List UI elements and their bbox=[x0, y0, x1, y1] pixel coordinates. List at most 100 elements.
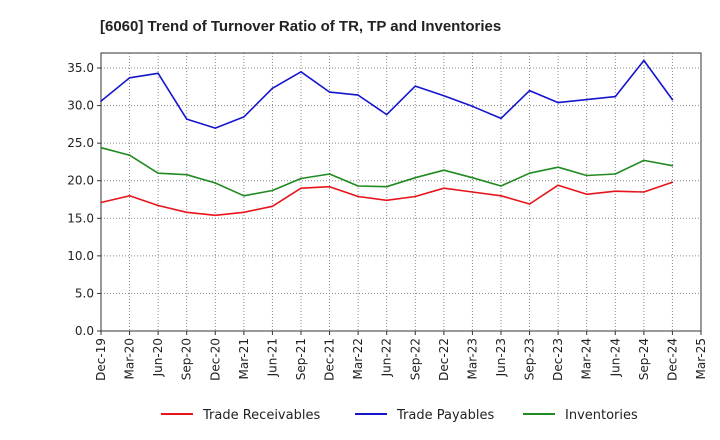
data-point bbox=[357, 185, 359, 187]
y-tick-label: 20.0 bbox=[67, 174, 94, 188]
data-point bbox=[128, 154, 131, 156]
y-tick-label: 10.0 bbox=[67, 249, 94, 263]
x-tick-label: Sep-21 bbox=[294, 338, 308, 380]
x-tick-label: Dec-20 bbox=[208, 338, 222, 381]
x-tick-label: Mar-23 bbox=[465, 338, 479, 379]
data-point bbox=[671, 181, 674, 184]
data-point bbox=[214, 127, 217, 129]
x-tick-label: Sep-23 bbox=[523, 338, 537, 380]
data-point bbox=[614, 173, 617, 175]
data-point bbox=[128, 194, 131, 197]
data-point bbox=[471, 176, 474, 179]
x-tick-label: Mar-25 bbox=[694, 338, 708, 379]
legend-label: Inventories bbox=[565, 408, 638, 423]
data-point bbox=[271, 205, 274, 208]
data-point bbox=[385, 185, 388, 188]
data-point bbox=[328, 185, 331, 188]
y-tick-label: 35.0 bbox=[67, 61, 94, 75]
data-point bbox=[557, 166, 559, 169]
data-point bbox=[528, 203, 531, 205]
data-point bbox=[100, 201, 102, 204]
data-point bbox=[243, 116, 245, 118]
data-point bbox=[671, 98, 674, 101]
data-point bbox=[128, 76, 131, 79]
x-tick-label: Jun-23 bbox=[494, 338, 508, 377]
data-point bbox=[557, 184, 559, 187]
x-tick-label: Jun-21 bbox=[265, 338, 279, 377]
data-point bbox=[300, 70, 302, 73]
data-point bbox=[443, 187, 445, 190]
y-tick-label: 15.0 bbox=[67, 211, 94, 225]
data-point bbox=[585, 193, 588, 196]
data-point bbox=[243, 194, 245, 197]
legend-label: Trade Receivables bbox=[202, 408, 320, 423]
x-tick-label: Mar-20 bbox=[123, 338, 137, 379]
data-point bbox=[414, 195, 417, 198]
data-point bbox=[214, 182, 217, 184]
x-tick-label: Dec-21 bbox=[323, 338, 337, 381]
x-tick-label: Dec-23 bbox=[551, 338, 565, 381]
data-point bbox=[557, 101, 559, 104]
data-point bbox=[500, 117, 502, 120]
data-point bbox=[100, 100, 102, 102]
data-point bbox=[614, 190, 617, 193]
data-point bbox=[671, 164, 674, 167]
x-tick-label: Sep-22 bbox=[408, 338, 422, 380]
gridlines bbox=[100, 53, 702, 332]
data-point bbox=[157, 72, 159, 75]
legend: Trade Receivables Trade Payables Inventori… bbox=[161, 408, 638, 423]
data-point bbox=[443, 169, 445, 172]
data-point bbox=[185, 211, 188, 214]
x-tick-label: Dec-22 bbox=[437, 338, 451, 381]
legend-label: Trade Payables bbox=[396, 408, 494, 423]
y-tick-label: 0.0 bbox=[75, 324, 94, 338]
chart-title: [6060] Trend of Turnover Ratio of TR, TP… bbox=[100, 18, 501, 35]
data-point bbox=[643, 59, 645, 62]
plot-frame bbox=[100, 52, 702, 332]
data-point bbox=[443, 95, 445, 97]
data-point bbox=[243, 211, 245, 214]
data-point bbox=[471, 105, 474, 108]
x-tick-label: Jun-22 bbox=[380, 338, 394, 377]
data-point bbox=[328, 173, 331, 175]
data-point bbox=[157, 172, 159, 175]
x-tick-label: Sep-24 bbox=[637, 338, 651, 380]
series-line-1 bbox=[100, 59, 674, 129]
data-point bbox=[357, 94, 359, 96]
x-tick-label: Jun-20 bbox=[151, 338, 165, 377]
axes bbox=[97, 52, 702, 335]
data-point bbox=[471, 191, 474, 193]
data-point bbox=[271, 189, 274, 192]
y-tick-label: 30.0 bbox=[67, 99, 94, 113]
x-axis-tick-labels: Dec-19 Mar-20 Jun-20 Sep-20 Dec-20 Mar-21 Jun-… bbox=[94, 338, 708, 381]
data-point bbox=[271, 87, 274, 90]
data-point bbox=[643, 191, 645, 193]
data-point bbox=[500, 194, 502, 197]
data-point bbox=[585, 174, 588, 177]
y-axis-tick-labels: 0.0 5.0 10.0 15.0 20.0 25.0 30.0 35.0 bbox=[67, 61, 94, 338]
series-lines bbox=[100, 59, 674, 217]
data-point bbox=[414, 85, 417, 87]
x-tick-label: Dec-24 bbox=[665, 338, 679, 381]
data-point bbox=[357, 195, 359, 198]
data-point bbox=[300, 187, 302, 190]
data-point bbox=[500, 185, 502, 187]
data-point bbox=[214, 214, 217, 217]
x-tick-label: Mar-21 bbox=[237, 338, 251, 379]
x-tick-label: Mar-22 bbox=[351, 338, 365, 379]
y-tick-label: 25.0 bbox=[67, 136, 94, 150]
x-tick-label: Dec-19 bbox=[94, 338, 108, 381]
data-point bbox=[528, 89, 531, 92]
data-point bbox=[385, 199, 388, 202]
data-point bbox=[385, 113, 388, 116]
data-point bbox=[185, 118, 188, 120]
y-tick-label: 5.0 bbox=[75, 286, 94, 300]
data-point bbox=[643, 159, 645, 162]
x-tick-label: Sep-20 bbox=[180, 338, 194, 380]
data-point bbox=[528, 172, 531, 175]
data-point bbox=[300, 177, 302, 180]
data-point bbox=[328, 91, 331, 93]
data-point bbox=[585, 98, 588, 101]
data-point bbox=[614, 95, 617, 98]
